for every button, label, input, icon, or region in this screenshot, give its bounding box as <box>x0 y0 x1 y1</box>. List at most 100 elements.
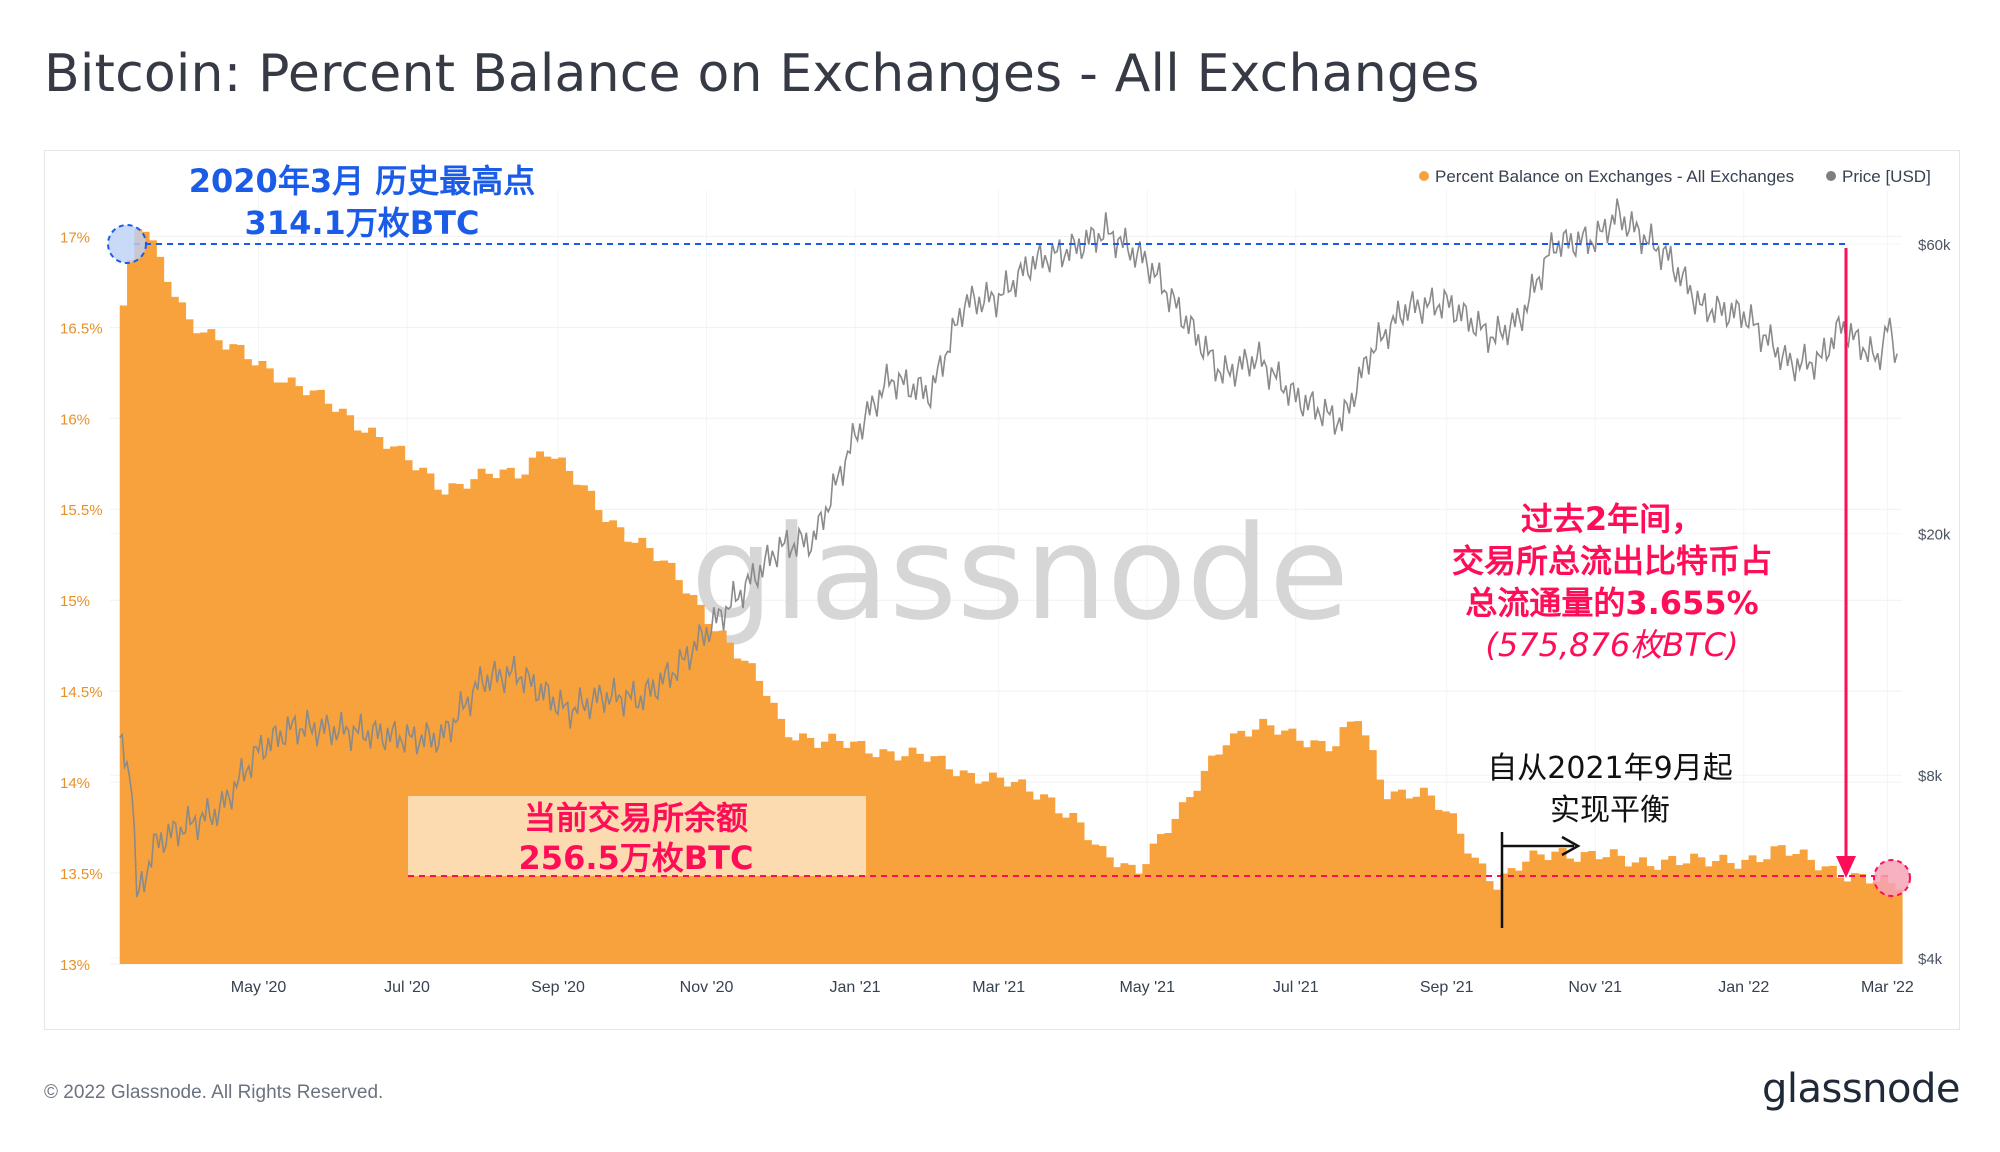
balance-bar <box>1040 794 1048 964</box>
balance-bar <box>1660 859 1669 964</box>
balance-bar <box>1368 750 1377 964</box>
left-axis-labels: 13% 13.5% 14% 14.5% 15% 15.5% 16% 16.5% 17% <box>60 229 103 974</box>
balance-bar <box>390 446 398 964</box>
balance-bar <box>572 484 581 964</box>
balance-bar <box>945 769 954 964</box>
left-tick-label: 17% <box>60 229 90 246</box>
outflow-label-line1: 过去2年间， <box>1521 500 1703 538</box>
balance-bar <box>1171 818 1180 964</box>
balance-bar <box>1208 755 1216 964</box>
balance-bar <box>178 302 187 965</box>
balance-bar <box>1587 850 1596 964</box>
copyright-text: © 2022 Glassnode. All Rights Reserved. <box>44 1082 384 1103</box>
legend-dot-price <box>1826 171 1836 181</box>
balance-bar <box>170 296 179 964</box>
left-tick-label: 15% <box>60 593 90 610</box>
balance-bar <box>1785 855 1794 964</box>
balance-bar <box>1069 813 1078 964</box>
balance-bar <box>609 520 618 964</box>
x-tick-label: Nov '21 <box>1568 979 1622 996</box>
balance-bar <box>1405 798 1414 964</box>
balance-bar <box>1222 745 1231 964</box>
balance-bar <box>1186 797 1195 964</box>
balance-bar <box>134 229 143 964</box>
balance-bar <box>1376 779 1384 964</box>
left-tick-label: 14% <box>60 775 90 792</box>
balance-bar <box>1471 857 1479 964</box>
balance-bar <box>1427 795 1436 964</box>
balance-bar <box>1887 882 1896 964</box>
balance-bar <box>682 593 691 964</box>
balance-bar <box>1478 863 1487 964</box>
balance-bar <box>324 403 333 964</box>
balance-bar <box>1193 790 1202 964</box>
left-tick-label: 13.5% <box>60 866 103 883</box>
balance-bar <box>1324 751 1333 964</box>
balance-bar <box>360 432 369 964</box>
legend-label-balance[interactable]: Percent Balance on Exchanges - All Excha… <box>1435 167 1794 186</box>
balance-bar <box>375 437 384 964</box>
annotations: 2020年3月 历史最高点 314.1万枚BTC 当前交易所余额 256.5万枚… <box>107 162 1911 928</box>
balance-bar <box>1237 730 1246 964</box>
balance-bar <box>1763 859 1772 964</box>
balance-bar <box>1748 855 1757 964</box>
ath-label-line1: 2020年3月 历史最高点 <box>189 162 535 200</box>
balance-bar <box>185 319 194 964</box>
balance-bar <box>1135 873 1143 964</box>
balance-bar <box>1821 866 1830 964</box>
balance-bar <box>879 749 888 964</box>
balance-bar <box>1865 883 1874 964</box>
balance-bar <box>1544 860 1552 964</box>
balance-bar <box>1317 741 1326 964</box>
x-tick-label: Sep '21 <box>1420 979 1474 996</box>
x-tick-label: May '20 <box>231 979 287 996</box>
balance-bar <box>1573 861 1582 964</box>
balance-bar <box>258 360 267 964</box>
balance-bar <box>550 458 559 964</box>
balance-label-line1: 自从2021年9月起 <box>1487 751 1732 786</box>
balance-bar <box>1807 859 1815 964</box>
balance-bar <box>1200 770 1209 964</box>
balance-bar <box>148 240 157 965</box>
balance-bar <box>1076 822 1085 964</box>
balance-bar <box>1755 862 1764 964</box>
balance-bar <box>499 469 508 964</box>
balance-bar <box>536 451 544 964</box>
right-tick-label: $8k <box>1918 768 1943 785</box>
balance-bar <box>1142 864 1151 964</box>
balance-bar <box>1230 733 1238 964</box>
balance-bar <box>302 395 311 964</box>
balance-bar <box>1010 782 1019 964</box>
balance-bar <box>558 457 566 964</box>
legend-dot-balance <box>1419 171 1429 181</box>
balance-bar <box>660 560 669 964</box>
balance-bar <box>1062 817 1070 964</box>
balance-bar <box>492 478 501 964</box>
price-series-line <box>119 198 1898 898</box>
balance-bar <box>1551 851 1560 964</box>
balance-bar <box>1047 797 1056 964</box>
balance-bar <box>1639 857 1647 964</box>
current-label-line1: 当前交易所余额 <box>524 799 748 837</box>
balance-bar <box>1595 859 1604 964</box>
legend: Percent Balance on Exchanges - All Excha… <box>1419 167 1931 186</box>
balance-bar <box>1127 864 1136 964</box>
outflow-label-line2: 交易所总流出比特币占 <box>1452 542 1772 580</box>
balance-bar <box>967 773 975 964</box>
balance-bar <box>587 490 596 964</box>
balance-bar <box>1770 846 1779 964</box>
balance-bar <box>1602 857 1611 964</box>
balance-bar <box>368 427 376 964</box>
balance-bar <box>528 457 537 964</box>
balance-bar <box>1273 734 1282 964</box>
balance-bar <box>1266 725 1275 964</box>
balance-bar <box>338 408 347 964</box>
balance-bar <box>908 747 917 964</box>
balance-bar <box>1018 779 1027 964</box>
balance-bar <box>1463 853 1472 964</box>
page-title: Bitcoin: Percent Balance on Exchanges - … <box>44 44 1480 104</box>
balance-bar <box>689 595 698 964</box>
balance-bar <box>455 483 464 964</box>
legend-label-price[interactable]: Price [USD] <box>1842 167 1931 186</box>
balance-bar <box>1288 728 1297 964</box>
